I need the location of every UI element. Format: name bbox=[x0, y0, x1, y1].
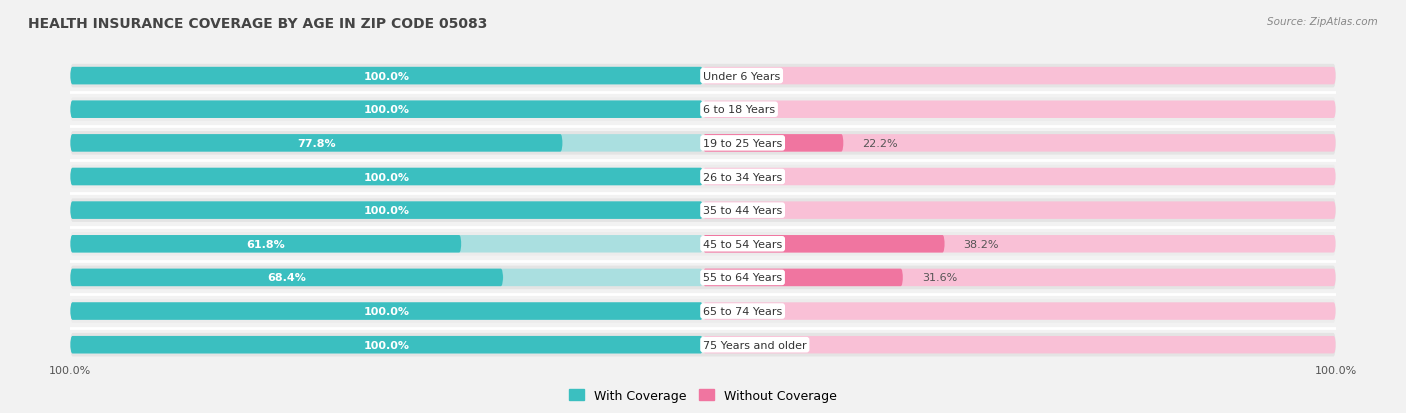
FancyBboxPatch shape bbox=[70, 235, 461, 253]
FancyBboxPatch shape bbox=[70, 132, 1336, 155]
FancyBboxPatch shape bbox=[70, 336, 703, 354]
FancyBboxPatch shape bbox=[703, 336, 1336, 354]
FancyBboxPatch shape bbox=[703, 235, 945, 253]
Text: 75 Years and older: 75 Years and older bbox=[703, 340, 807, 350]
FancyBboxPatch shape bbox=[70, 303, 703, 320]
Text: 31.6%: 31.6% bbox=[922, 273, 957, 283]
Text: 65 to 74 Years: 65 to 74 Years bbox=[703, 306, 782, 316]
FancyBboxPatch shape bbox=[70, 266, 1336, 290]
FancyBboxPatch shape bbox=[70, 269, 703, 287]
FancyBboxPatch shape bbox=[70, 135, 703, 152]
Text: 100.0%: 100.0% bbox=[364, 172, 409, 182]
Text: 0.0%: 0.0% bbox=[723, 71, 751, 81]
FancyBboxPatch shape bbox=[70, 269, 503, 287]
FancyBboxPatch shape bbox=[70, 169, 703, 186]
Text: 22.2%: 22.2% bbox=[862, 138, 898, 149]
FancyBboxPatch shape bbox=[70, 299, 1336, 323]
Text: 55 to 64 Years: 55 to 64 Years bbox=[703, 273, 782, 283]
Text: 61.8%: 61.8% bbox=[246, 239, 285, 249]
Text: 0.0%: 0.0% bbox=[723, 340, 751, 350]
FancyBboxPatch shape bbox=[70, 199, 1336, 222]
Text: 0.0%: 0.0% bbox=[723, 172, 751, 182]
FancyBboxPatch shape bbox=[70, 101, 703, 119]
Text: 100.0%: 100.0% bbox=[364, 306, 409, 316]
FancyBboxPatch shape bbox=[70, 101, 703, 119]
FancyBboxPatch shape bbox=[70, 68, 703, 85]
Text: 100.0%: 100.0% bbox=[364, 206, 409, 216]
FancyBboxPatch shape bbox=[70, 98, 1336, 122]
FancyBboxPatch shape bbox=[70, 65, 1336, 88]
FancyBboxPatch shape bbox=[70, 135, 562, 152]
FancyBboxPatch shape bbox=[703, 135, 844, 152]
FancyBboxPatch shape bbox=[703, 269, 903, 287]
Text: 100.0%: 100.0% bbox=[1315, 365, 1357, 375]
Text: 0.0%: 0.0% bbox=[723, 306, 751, 316]
Text: 100.0%: 100.0% bbox=[364, 340, 409, 350]
FancyBboxPatch shape bbox=[70, 333, 1336, 356]
Text: 77.8%: 77.8% bbox=[297, 138, 336, 149]
FancyBboxPatch shape bbox=[70, 68, 703, 85]
FancyBboxPatch shape bbox=[703, 202, 1336, 219]
FancyBboxPatch shape bbox=[703, 101, 1336, 119]
FancyBboxPatch shape bbox=[70, 202, 703, 219]
Text: 35 to 44 Years: 35 to 44 Years bbox=[703, 206, 782, 216]
Text: 100.0%: 100.0% bbox=[364, 105, 409, 115]
FancyBboxPatch shape bbox=[703, 235, 1336, 253]
Text: Source: ZipAtlas.com: Source: ZipAtlas.com bbox=[1267, 17, 1378, 26]
FancyBboxPatch shape bbox=[70, 336, 703, 354]
FancyBboxPatch shape bbox=[703, 135, 1336, 152]
Text: 19 to 25 Years: 19 to 25 Years bbox=[703, 138, 782, 149]
Text: 6 to 18 Years: 6 to 18 Years bbox=[703, 105, 775, 115]
FancyBboxPatch shape bbox=[70, 165, 1336, 189]
Legend: With Coverage, Without Coverage: With Coverage, Without Coverage bbox=[564, 384, 842, 407]
FancyBboxPatch shape bbox=[70, 202, 703, 219]
FancyBboxPatch shape bbox=[70, 169, 703, 186]
Text: 100.0%: 100.0% bbox=[49, 365, 91, 375]
Text: 0.0%: 0.0% bbox=[723, 105, 751, 115]
Text: 68.4%: 68.4% bbox=[267, 273, 307, 283]
Text: 38.2%: 38.2% bbox=[963, 239, 1000, 249]
Text: HEALTH INSURANCE COVERAGE BY AGE IN ZIP CODE 05083: HEALTH INSURANCE COVERAGE BY AGE IN ZIP … bbox=[28, 17, 488, 31]
FancyBboxPatch shape bbox=[70, 235, 703, 253]
FancyBboxPatch shape bbox=[703, 68, 1336, 85]
FancyBboxPatch shape bbox=[70, 303, 703, 320]
Text: 45 to 54 Years: 45 to 54 Years bbox=[703, 239, 782, 249]
FancyBboxPatch shape bbox=[703, 169, 1336, 186]
Text: 26 to 34 Years: 26 to 34 Years bbox=[703, 172, 782, 182]
FancyBboxPatch shape bbox=[703, 269, 1336, 287]
Text: 0.0%: 0.0% bbox=[723, 206, 751, 216]
Text: 100.0%: 100.0% bbox=[364, 71, 409, 81]
FancyBboxPatch shape bbox=[703, 303, 1336, 320]
Text: Under 6 Years: Under 6 Years bbox=[703, 71, 780, 81]
FancyBboxPatch shape bbox=[70, 233, 1336, 256]
